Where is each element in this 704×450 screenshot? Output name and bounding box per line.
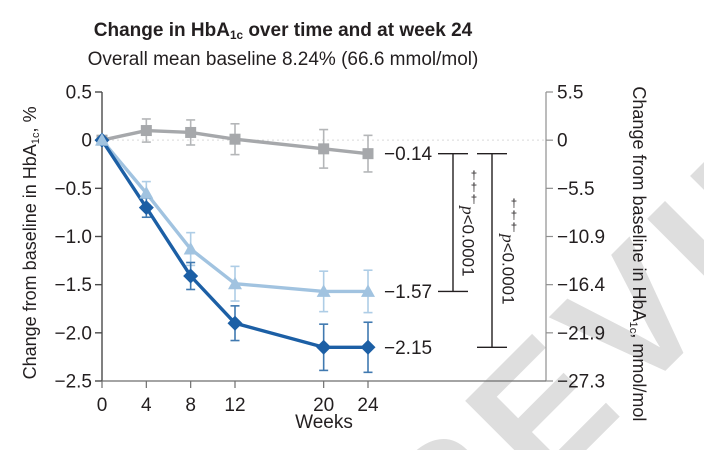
data-point-triangle: [139, 186, 154, 199]
y-right-tick-label: −16.4: [557, 275, 606, 296]
x-axis-title: Weeks: [295, 412, 353, 433]
dagger-symbols: †††: [468, 169, 480, 206]
y-left-tick-label: −2.5: [54, 372, 92, 393]
data-point-triangle: [183, 242, 198, 255]
y-left-tick-label: 0: [81, 131, 92, 152]
data-point-square: [140, 125, 152, 137]
data-point-diamond: [138, 200, 154, 216]
chart-title-subscript: 1c: [229, 28, 244, 42]
x-tick-label: 24: [357, 395, 379, 416]
x-tick-label: 12: [224, 395, 245, 416]
y-right-tick-label: 0: [557, 131, 568, 152]
end-value-label: −0.14: [384, 144, 433, 165]
p-value-annotation-1: †††p<0.0001: [456, 156, 480, 290]
data-point-diamond: [316, 339, 332, 355]
dagger-symbols: †††: [508, 197, 520, 234]
end-value-label: −2.15: [384, 338, 432, 359]
data-point-diamond: [227, 315, 243, 331]
series-line-light-blue-triangles: [100, 138, 370, 294]
y-right-title-unit: , mmol/mol: [628, 333, 649, 422]
y-right-tick-label: −27.3: [557, 372, 605, 393]
data-point-diamond: [360, 339, 376, 355]
p-value-text: <0.0001: [498, 242, 518, 305]
y-left-tick-label: −0.5: [54, 179, 92, 200]
x-tick-label: 8: [185, 395, 196, 416]
data-point-diamond: [183, 268, 199, 284]
chart-subtitle: Overall mean baseline 8.24% (66.6 mmol/m…: [87, 48, 479, 70]
data-point-triangle: [95, 133, 109, 146]
y-left-title-subscript: 1c: [29, 132, 42, 145]
data-point-square: [362, 148, 374, 160]
data-point-triangle: [316, 284, 331, 297]
p-value-text: <0.0001: [458, 214, 478, 277]
title-block: Change in HbA1c over time and at week 24…: [0, 19, 566, 72]
data-point-triangle: [361, 284, 375, 297]
chart-title-text: Change in HbA: [93, 20, 230, 41]
chart-title: Change in HbA1c over time and at week 24: [0, 19, 566, 48]
data-point-square: [229, 133, 241, 145]
y-right-tick-label: −10.9: [557, 227, 605, 248]
series-line-gray-squares: [100, 128, 370, 156]
y-right-tick-label: 5.5: [557, 83, 583, 104]
y-left-tick-label: −2.0: [54, 323, 92, 344]
y-right-title-text: Change from baseline in HbA: [628, 86, 649, 322]
y-axis-left-title: Change from baseline in HbA1c, %: [18, 73, 48, 413]
data-point-triangle: [228, 276, 242, 290]
x-tick-label: 0: [97, 395, 108, 416]
p-symbol: p: [498, 233, 518, 243]
y-right-tick-label: −21.9: [557, 323, 605, 344]
x-tick-label: 20: [313, 395, 334, 416]
y-right-tick-label: −5.5: [557, 179, 595, 200]
y-left-title-text: Change from baseline in HbA: [20, 144, 41, 380]
y-left-title-unit: , %: [20, 106, 41, 133]
y-left-tick-label: 0.5: [66, 83, 92, 104]
data-point-square: [318, 143, 330, 155]
y-axis-right-title: Change from baseline in HbA1c, mmol/mol: [621, 54, 651, 450]
p-value-annotation-2: †††p<0.0001: [496, 156, 520, 346]
x-tick-label: 4: [141, 395, 152, 416]
chart-title-text-2: over time and at week 24: [243, 20, 473, 41]
y-left-tick-label: −1.5: [54, 275, 92, 296]
end-value-label: −1.57: [384, 282, 432, 303]
p-symbol: p: [458, 205, 478, 215]
data-point-square: [185, 126, 197, 138]
y-left-tick-label: −1.0: [54, 227, 92, 248]
y-right-title-subscript: 1c: [627, 321, 640, 334]
